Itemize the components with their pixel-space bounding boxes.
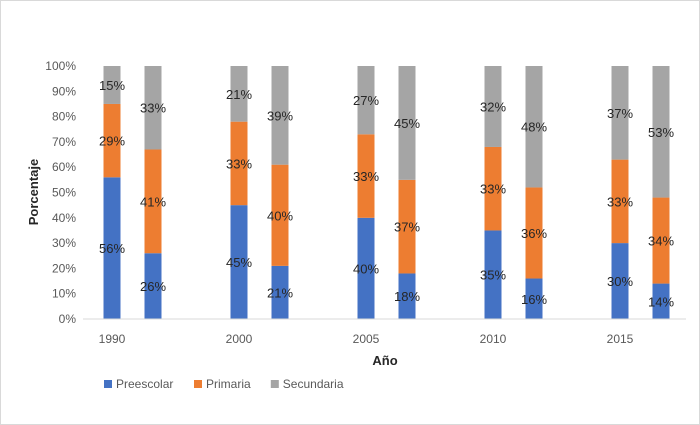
bar-primaria-2015-2 [652, 197, 670, 284]
bar-secundaria-2005-2 [398, 66, 416, 180]
data-label: 14% [648, 294, 674, 309]
x-axis-title: Año [372, 353, 397, 368]
legend-label-primaria: Primaria [206, 377, 251, 391]
data-label: 39% [267, 108, 293, 123]
y-tick-label: 0% [59, 312, 77, 326]
y-tick-label: 60% [52, 160, 76, 174]
bar-preescolar-2005-2 [398, 273, 416, 319]
x-axis-ticks: 1990 2000 2005 2010 2015 [99, 332, 634, 346]
bar-preescolar-2010-2 [525, 278, 543, 319]
data-label: 33% [353, 169, 379, 184]
bar-primaria-2005-2 [398, 179, 416, 274]
data-label: 33% [607, 194, 633, 209]
y-axis-title: Porcentaje [26, 159, 41, 225]
data-label: 33% [480, 182, 506, 197]
x-tick-label: 2015 [607, 332, 634, 346]
bar-preescolar-2010-1 [484, 230, 502, 319]
legend-label-preescolar: Preescolar [116, 377, 173, 391]
data-label: 15% [99, 78, 125, 93]
data-label: 48% [521, 120, 547, 135]
data-label: 21% [267, 285, 293, 300]
bar-primaria-2005-1 [357, 134, 375, 218]
data-label: 27% [353, 93, 379, 108]
legend-swatch-secundaria [270, 380, 279, 388]
bar-preescolar-1990-1 [103, 177, 121, 319]
legend: Preescolar Primaria Secundaria [104, 377, 344, 391]
data-label: 53% [648, 125, 674, 140]
y-tick-label: 100% [45, 59, 76, 73]
data-labels: 56% 29% 15% 26% 41% 33% 45% 33% 21% 21% 40% 39% 40% 3… [99, 78, 674, 309]
bars [103, 66, 670, 319]
data-label: 21% [226, 87, 252, 102]
data-label: 56% [99, 241, 125, 256]
data-label: 40% [353, 261, 379, 276]
y-tick-label: 70% [52, 135, 76, 149]
data-label: 45% [394, 116, 420, 131]
bar-secundaria-1990-1 [103, 66, 121, 104]
data-label: 33% [226, 156, 252, 171]
bar-secundaria-2005-1 [357, 66, 375, 135]
data-label: 29% [99, 134, 125, 149]
data-label: 37% [607, 106, 633, 121]
data-label: 32% [480, 99, 506, 114]
bar-primaria-2010-2 [525, 187, 543, 279]
data-label: 37% [394, 220, 420, 235]
bar-primaria-1990-1 [103, 103, 121, 178]
data-label: 41% [140, 194, 166, 209]
bar-secundaria-2000-1 [230, 66, 248, 122]
bar-preescolar-2000-1 [230, 205, 248, 319]
bar-primaria-2015-1 [611, 159, 629, 244]
y-tick-label: 30% [52, 236, 76, 250]
data-label: 35% [480, 268, 506, 283]
bar-primaria-2010-1 [484, 146, 502, 231]
data-label: 16% [521, 292, 547, 307]
bar-secundaria-1990-2 [144, 66, 162, 150]
bar-secundaria-2015-2 [652, 66, 670, 198]
y-tick-label: 90% [52, 84, 76, 98]
bar-secundaria-2010-2 [525, 66, 543, 188]
y-tick-label: 20% [52, 261, 76, 275]
data-label: 26% [140, 279, 166, 294]
data-label: 34% [648, 234, 674, 249]
y-tick-label: 80% [52, 110, 76, 124]
x-tick-label: 2005 [353, 332, 380, 346]
y-axis-ticks: 0% 10% 20% 30% 40% 50% 60% 70% 80% 90% 100% [45, 59, 76, 326]
data-label: 40% [267, 208, 293, 223]
y-tick-label: 10% [52, 287, 76, 301]
legend-label-secundaria: Secundaria [283, 377, 344, 391]
bar-preescolar-2015-1 [611, 243, 629, 319]
bar-secundaria-2015-1 [611, 66, 629, 160]
legend-swatch-primaria [194, 380, 202, 388]
data-label: 30% [607, 274, 633, 289]
legend-swatch-preescolar [104, 380, 112, 388]
bar-preescolar-2015-2 [652, 283, 670, 319]
bar-primaria-2000-1 [230, 121, 248, 206]
data-label: 45% [226, 255, 252, 270]
x-tick-label: 2000 [226, 332, 253, 346]
data-label: 33% [140, 101, 166, 116]
bar-primaria-2000-2 [271, 164, 289, 266]
y-tick-label: 40% [52, 211, 76, 225]
data-label: 36% [521, 226, 547, 241]
bar-preescolar-2005-1 [357, 217, 375, 319]
bar-preescolar-2000-2 [271, 265, 289, 319]
x-tick-label: 1990 [99, 332, 126, 346]
bar-secundaria-2000-2 [271, 66, 289, 165]
data-label: 18% [394, 289, 420, 304]
y-tick-label: 50% [52, 186, 76, 200]
x-tick-label: 2010 [480, 332, 507, 346]
bar-secundaria-2010-1 [484, 66, 502, 147]
bar-primaria-1990-2 [144, 149, 162, 254]
bar-preescolar-1990-2 [144, 253, 162, 319]
